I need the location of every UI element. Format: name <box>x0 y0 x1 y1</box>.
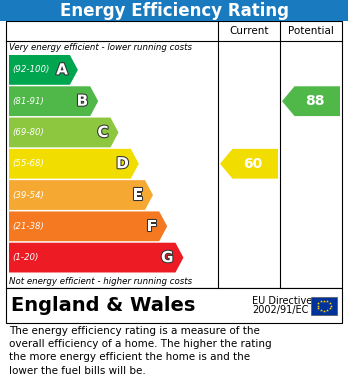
Text: England & Wales: England & Wales <box>11 296 195 315</box>
Text: C: C <box>97 125 109 140</box>
Text: (55-68): (55-68) <box>12 159 44 168</box>
Text: B: B <box>77 94 88 109</box>
Polygon shape <box>282 86 340 116</box>
Text: Current: Current <box>229 26 269 36</box>
Text: (21-38): (21-38) <box>12 222 44 231</box>
Text: Very energy efficient - lower running costs: Very energy efficient - lower running co… <box>9 43 192 52</box>
Text: E: E <box>133 188 143 203</box>
Text: EU Directive: EU Directive <box>252 296 312 307</box>
Text: (69-80): (69-80) <box>12 128 44 137</box>
Polygon shape <box>220 149 278 179</box>
Polygon shape <box>9 180 153 210</box>
Text: Not energy efficient - higher running costs: Not energy efficient - higher running co… <box>9 276 192 285</box>
Text: (81-91): (81-91) <box>12 97 44 106</box>
Bar <box>0 0 348 21</box>
Bar <box>6 21 342 288</box>
Text: A: A <box>56 63 68 77</box>
Polygon shape <box>9 118 119 147</box>
Text: Potential: Potential <box>288 26 334 36</box>
Polygon shape <box>9 86 98 116</box>
Polygon shape <box>9 212 167 241</box>
Bar <box>6 288 342 323</box>
Text: F: F <box>147 219 157 234</box>
Text: D: D <box>116 156 129 171</box>
Polygon shape <box>9 243 183 273</box>
Text: 2002/91/EC: 2002/91/EC <box>252 305 308 314</box>
Text: (92-100): (92-100) <box>12 65 49 74</box>
Text: G: G <box>161 250 173 265</box>
Polygon shape <box>9 149 139 179</box>
Text: 60: 60 <box>243 157 262 171</box>
Text: Energy Efficiency Rating: Energy Efficiency Rating <box>60 2 288 20</box>
Text: (1-20): (1-20) <box>12 253 38 262</box>
Text: (39-54): (39-54) <box>12 190 44 199</box>
Bar <box>311 296 337 314</box>
Text: 88: 88 <box>305 94 324 108</box>
Polygon shape <box>9 55 78 85</box>
Text: The energy efficiency rating is a measure of the
overall efficiency of a home. T: The energy efficiency rating is a measur… <box>9 326 272 376</box>
